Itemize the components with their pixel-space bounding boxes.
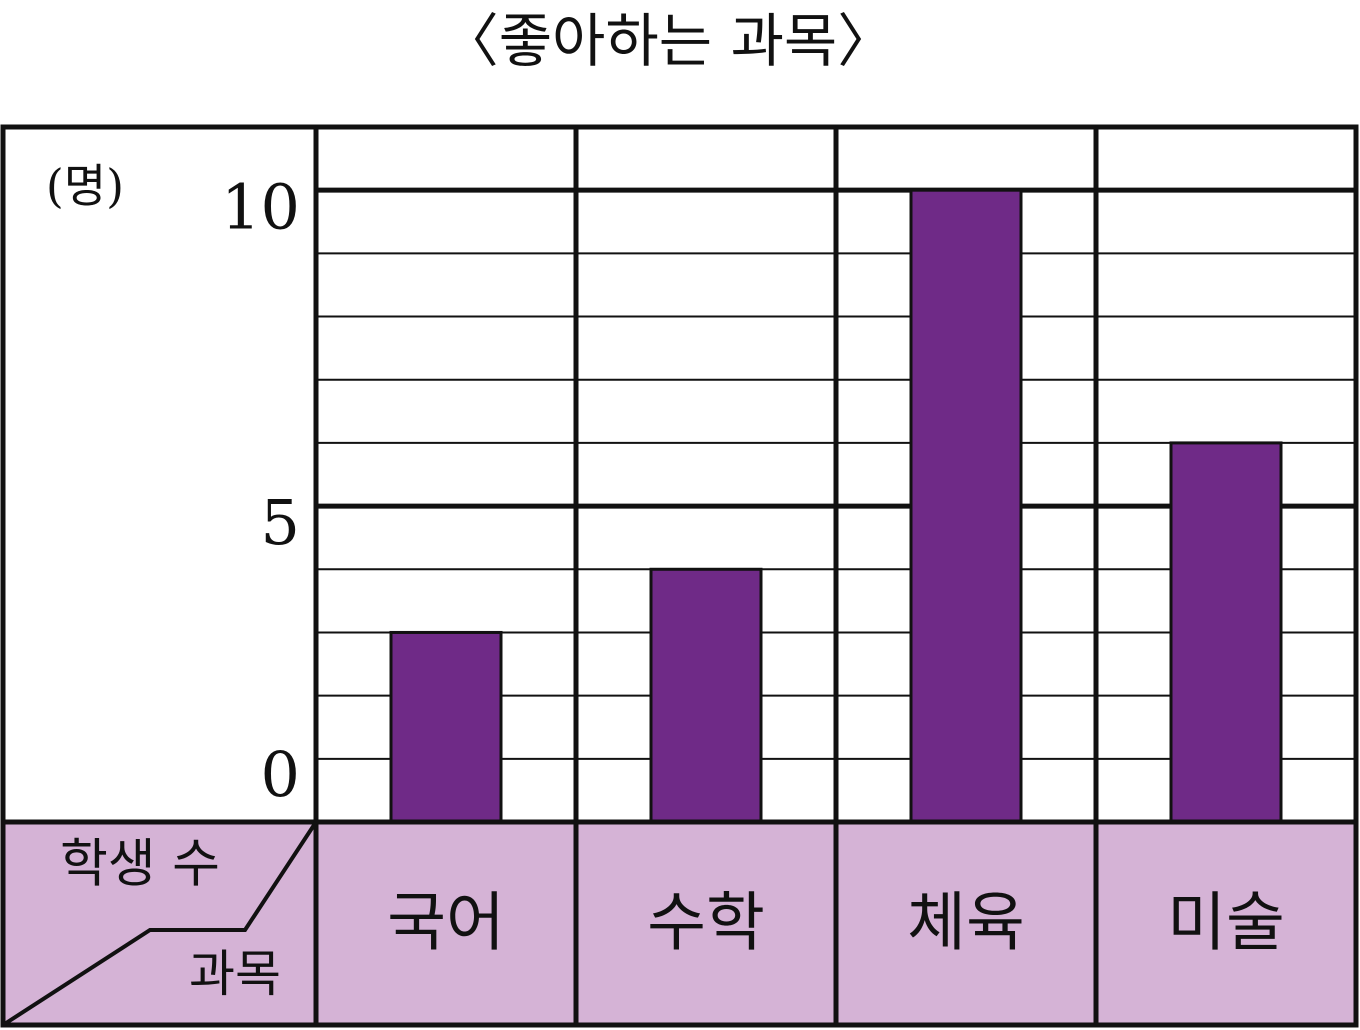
corner-diagonal <box>1 820 318 1027</box>
x-tick-label: 체육 <box>907 887 1025 961</box>
corner-top-label: 학생 수 <box>60 835 220 895</box>
frame <box>0 124 1359 1028</box>
bar <box>649 567 763 824</box>
y-tick-label: 5 <box>261 486 300 559</box>
corner-bottom-label: 과목 <box>189 945 281 1003</box>
bar <box>909 188 1023 824</box>
y-tick-label: 0 <box>261 738 300 811</box>
x-tick-label: 수학 <box>647 887 765 961</box>
x-tick-label: 미술 <box>1167 887 1285 961</box>
y-unit: (명) <box>46 159 124 213</box>
category-row <box>3 822 1356 1025</box>
y-tick-label: 10 <box>221 170 300 243</box>
x-tick-label: 국어 <box>387 887 505 961</box>
bar <box>389 630 503 824</box>
chart-title: 〈좋아하는 과목〉 <box>441 7 896 75</box>
bar <box>1169 441 1283 824</box>
